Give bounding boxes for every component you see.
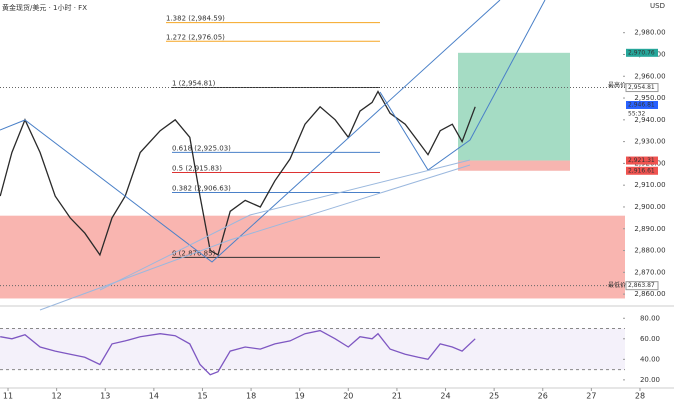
price-tag-label: 2,970.76 xyxy=(628,49,655,56)
price-tag xyxy=(626,48,658,57)
x-tick-label: 18 xyxy=(246,392,256,401)
y-tick-label: 40.00 xyxy=(640,355,660,363)
fib-label: 1.382 (2,984.59) xyxy=(166,15,225,23)
x-tick-label: 25 xyxy=(489,392,499,401)
trend-line xyxy=(0,0,501,263)
price-tag xyxy=(625,83,659,93)
chart-title: 黄金现货/美元 · 1小时 · FX xyxy=(2,3,87,12)
x-tick-label: 15 xyxy=(197,392,207,401)
y-tick-label: 2,860.00 xyxy=(634,290,665,298)
trend-line xyxy=(39,164,471,311)
y-tick-label: 2,910.00 xyxy=(634,181,665,189)
y-tick-label: 2,930.00 xyxy=(634,138,665,146)
price-tag-label: 2,954.81 xyxy=(628,84,655,91)
x-tick-label: 21 xyxy=(392,392,402,401)
trend-line xyxy=(379,0,546,171)
y-tick-label: 2,940.00 xyxy=(634,116,665,124)
target-area xyxy=(458,52,570,161)
price-tag-label: 2,916.61 xyxy=(628,167,655,174)
y-tick-label: 20.00 xyxy=(640,376,660,384)
y-tick-label: 2,980.00 xyxy=(634,29,665,37)
y-tick-label: 80.00 xyxy=(640,314,660,322)
x-tick-label: 27 xyxy=(586,392,596,401)
y-tick-label: 60.00 xyxy=(640,335,660,343)
fib-label: 1.272 (2,976.05) xyxy=(166,33,225,41)
fib-label: 0.382 (2,906.63) xyxy=(172,185,231,193)
price-line xyxy=(0,90,476,257)
fib-label: 0.618 (2,925.03) xyxy=(172,144,231,152)
y-tick-label: 2,880.00 xyxy=(634,247,665,255)
fib-label: 1 (2,954.81) xyxy=(172,80,216,88)
x-tick-label: 14 xyxy=(149,392,159,401)
price-tag xyxy=(625,281,659,291)
stop-area xyxy=(458,160,570,171)
trend-lines xyxy=(0,0,546,311)
trend-line xyxy=(99,159,471,291)
price-tag-label: 2,921.31 xyxy=(628,157,655,164)
low-note: 最低价 xyxy=(608,281,626,289)
price-tag xyxy=(626,166,658,175)
y-tick-label: 2,870.00 xyxy=(634,268,665,276)
rsi-band xyxy=(0,328,625,370)
x-tick-label: 26 xyxy=(538,392,548,401)
x-tick-label: 12 xyxy=(52,392,62,401)
price-tag-label: 2,863.87 xyxy=(628,282,655,289)
y-tick-label: 2,900.00 xyxy=(634,203,665,211)
y-tick-label: 2,960.00 xyxy=(634,72,665,80)
y-tick-label: 2,950.00 xyxy=(634,94,665,102)
currency: USD xyxy=(650,2,665,10)
x-tick-label: 28 xyxy=(635,392,645,401)
high-note: 最高价 xyxy=(608,81,626,89)
x-tick-label: 19 xyxy=(295,392,305,401)
countdown: 55:32 xyxy=(628,110,645,117)
x-tick-label: 13 xyxy=(100,392,110,401)
y-tick-label: 2,890.00 xyxy=(634,225,665,233)
x-tick-label: 11 xyxy=(3,392,13,401)
fib-label: 0.5 (2,915.83) xyxy=(172,164,222,172)
x-tick-label: 24 xyxy=(440,392,450,401)
price-tag-label: 2,946.81 xyxy=(628,101,655,108)
x-tick-label: 20 xyxy=(343,392,353,401)
price-tag xyxy=(626,156,658,165)
price-tag xyxy=(626,100,658,109)
plot: 2,860.00 2,870.00 2,880.00 2,890.00 2,900.00… xyxy=(0,15,674,401)
price-line xyxy=(0,329,476,376)
